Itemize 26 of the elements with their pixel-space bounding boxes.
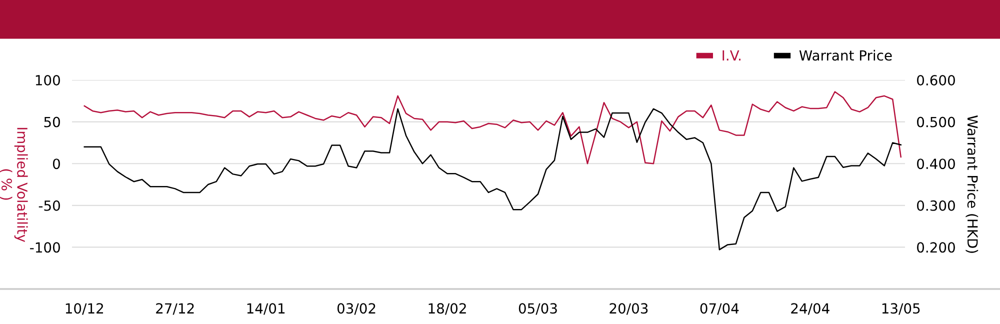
x-tick-label: 24/04 xyxy=(791,303,830,315)
x-tick-label: 10/12 xyxy=(66,303,103,315)
y2-tick-label: 0.300 xyxy=(917,200,955,211)
y-tick-label: 50 xyxy=(44,116,60,128)
y-tick-label: 100 xyxy=(36,74,60,86)
x-tick-label: 27/12 xyxy=(156,303,194,315)
line-series xyxy=(84,108,902,250)
line-series xyxy=(84,91,902,164)
x-tick-label: 14/01 xyxy=(247,303,285,315)
x-tick-label: 18/02 xyxy=(428,303,466,315)
x-tick-label: 20/03 xyxy=(610,303,648,315)
x-tick-label: 13/05 xyxy=(882,303,920,315)
y2-tick-label: 0.600 xyxy=(917,74,955,86)
legend-label: I.V. xyxy=(722,50,740,60)
y-tick-label: -100 xyxy=(30,242,60,253)
legend-label: Warrant Price xyxy=(799,50,892,61)
y-tick-label: -50 xyxy=(38,200,60,211)
x-tick-label: 05/03 xyxy=(518,303,557,315)
x-tick-label: 07/04 xyxy=(700,303,739,315)
y2-tick-label: 0.200 xyxy=(917,242,955,253)
y2-tick-label: 0.500 xyxy=(917,116,955,128)
x-tick-label: 03/02 xyxy=(337,303,376,315)
y2-tick-label: 0.400 xyxy=(917,158,955,170)
y-tick-label: 0 xyxy=(52,158,60,170)
y-axis-title: Implied Volatility ( % ) xyxy=(0,128,28,242)
y2-axis-title: Warrant Price (HKD) xyxy=(966,115,978,253)
